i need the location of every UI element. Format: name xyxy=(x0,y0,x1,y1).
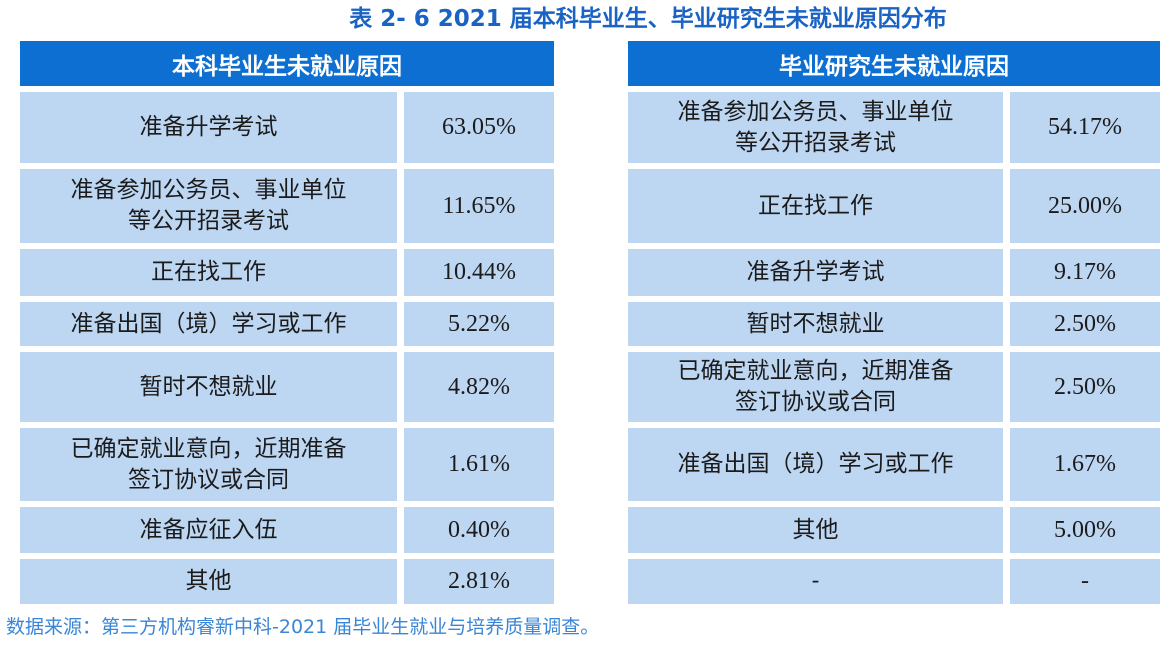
table-row: 准备参加公务员、事业单位 等公开招录考试 11.65% xyxy=(20,169,554,243)
table-row: 已确定就业意向，近期准备 签订协议或合同 2.50% xyxy=(628,352,1160,422)
graduate-table: 毕业研究生未就业原因 准备参加公务员、事业单位 等公开招录考试 54.17% 正… xyxy=(628,41,1160,604)
reason-cell: 准备升学考试 xyxy=(20,92,397,163)
reason-cell: 其他 xyxy=(628,507,1003,553)
reason-cell: 正在找工作 xyxy=(628,169,1003,243)
percent-cell: 11.65% xyxy=(404,169,554,243)
percent-cell: 25.00% xyxy=(1010,169,1160,243)
reason-cell: 准备出国（境）学习或工作 xyxy=(20,302,397,346)
table-title: 表 2- 6 2021 届本科毕业生、毕业研究生未就业原因分布 xyxy=(349,6,947,32)
reason-cell: 已确定就业意向，近期准备 签订协议或合同 xyxy=(20,428,397,501)
percent-cell: 5.22% xyxy=(404,302,554,346)
reason-cell: 准备参加公务员、事业单位 等公开招录考试 xyxy=(20,169,397,243)
percent-cell: 54.17% xyxy=(1010,92,1160,163)
percent-cell: 4.82% xyxy=(404,352,554,422)
table-row: 其他 5.00% xyxy=(628,507,1160,553)
reason-cell: 正在找工作 xyxy=(20,249,397,296)
percent-cell: 1.61% xyxy=(404,428,554,501)
data-source-note: 数据来源：第三方机构睿新中科-2021 届毕业生就业与培养质量调查。 xyxy=(6,616,600,638)
table-row: 准备出国（境）学习或工作 1.67% xyxy=(628,428,1160,501)
table-row: 准备参加公务员、事业单位 等公开招录考试 54.17% xyxy=(628,92,1160,163)
graduate-table-header: 毕业研究生未就业原因 xyxy=(628,41,1160,86)
table-row: 准备出国（境）学习或工作 5.22% xyxy=(20,302,554,346)
reason-cell: 暂时不想就业 xyxy=(20,352,397,422)
reason-cell: 其他 xyxy=(20,559,397,604)
reason-cell: 准备参加公务员、事业单位 等公开招录考试 xyxy=(628,92,1003,163)
table-row: 正在找工作 10.44% xyxy=(20,249,554,296)
reason-cell: 准备应征入伍 xyxy=(20,507,397,553)
table-row: 准备升学考试 9.17% xyxy=(628,249,1160,296)
table-row: 准备应征入伍 0.40% xyxy=(20,507,554,553)
percent-cell: 5.00% xyxy=(1010,507,1160,553)
table-row: 准备升学考试 63.05% xyxy=(20,92,554,163)
percent-cell: 63.05% xyxy=(404,92,554,163)
reason-cell: 准备出国（境）学习或工作 xyxy=(628,428,1003,501)
undergrad-table: 本科毕业生未就业原因 准备升学考试 63.05% 准备参加公务员、事业单位 等公… xyxy=(20,41,554,604)
percent-cell: 0.40% xyxy=(404,507,554,553)
percent-cell: 1.67% xyxy=(1010,428,1160,501)
undergrad-table-header: 本科毕业生未就业原因 xyxy=(20,41,554,86)
percent-cell: 2.50% xyxy=(1010,352,1160,422)
table-row: 暂时不想就业 4.82% xyxy=(20,352,554,422)
table-row: 其他 2.81% xyxy=(20,559,554,604)
table-row: 正在找工作 25.00% xyxy=(628,169,1160,243)
reason-cell: 已确定就业意向，近期准备 签订协议或合同 xyxy=(628,352,1003,422)
table-row: 暂时不想就业 2.50% xyxy=(628,302,1160,346)
table-row: - - xyxy=(628,559,1160,604)
percent-cell: - xyxy=(1010,559,1160,604)
reason-cell: - xyxy=(628,559,1003,604)
percent-cell: 2.50% xyxy=(1010,302,1160,346)
percent-cell: 9.17% xyxy=(1010,249,1160,296)
reason-cell: 暂时不想就业 xyxy=(628,302,1003,346)
percent-cell: 2.81% xyxy=(404,559,554,604)
percent-cell: 10.44% xyxy=(404,249,554,296)
reason-cell: 准备升学考试 xyxy=(628,249,1003,296)
table-row: 已确定就业意向，近期准备 签订协议或合同 1.61% xyxy=(20,428,554,501)
